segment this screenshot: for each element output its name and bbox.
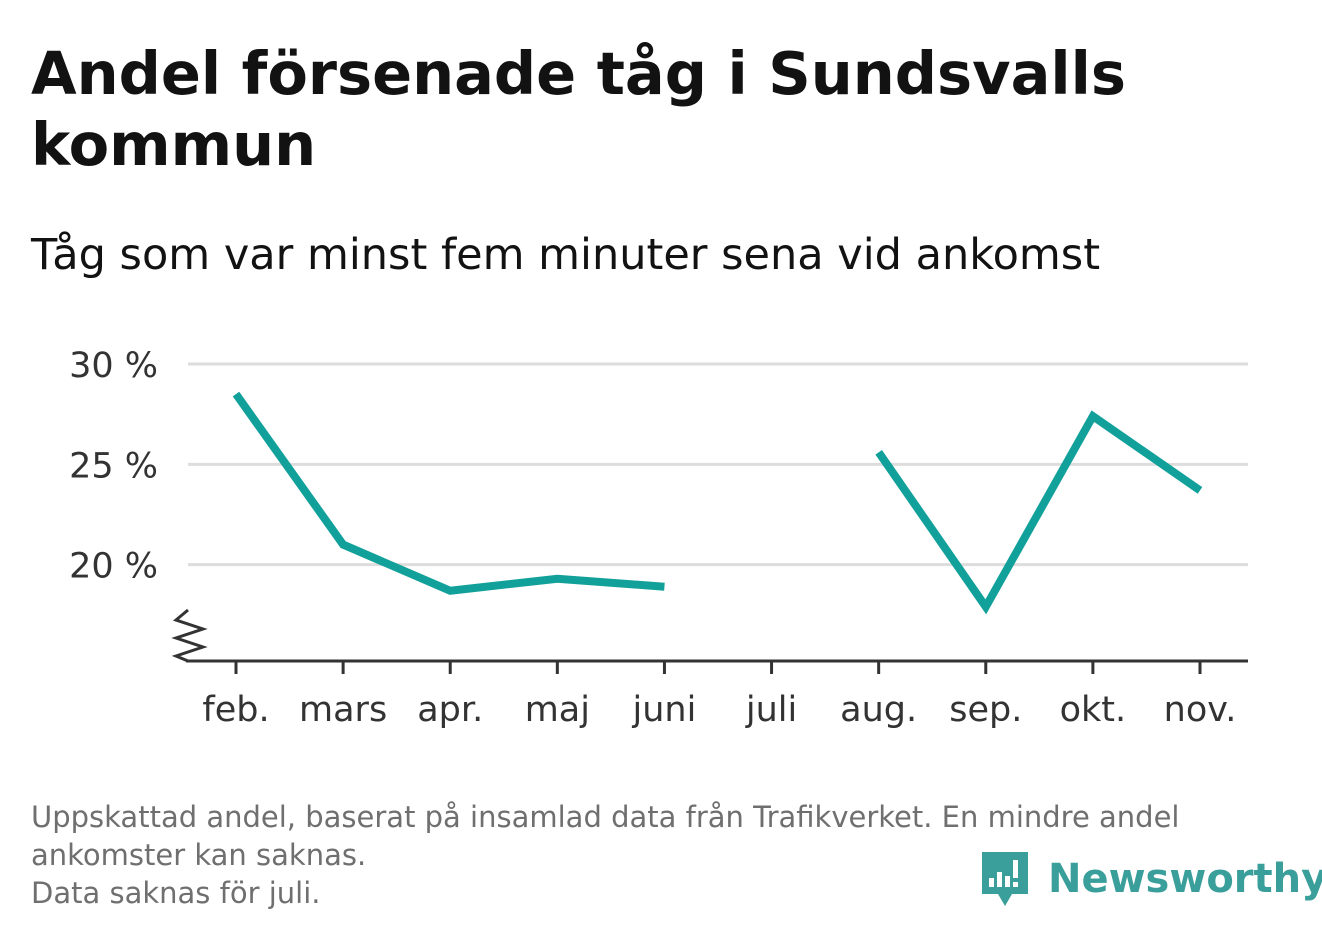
x-tick-label: okt.	[1060, 690, 1127, 730]
x-tick-label: feb.	[202, 690, 269, 730]
footnote-line-2: Data saknas för juli.	[31, 876, 321, 910]
y-tick-label: 30 %	[69, 346, 158, 386]
series-line	[875, 410, 1203, 615]
chart-subtitle: Tåg som var minst fem minuter sena vid a…	[31, 230, 1101, 280]
newsworthy-logo-icon	[982, 852, 1028, 906]
footnote-line-1: Uppskattad andel, baserat på insamlad da…	[31, 800, 1180, 872]
gridlines	[188, 362, 1248, 567]
brand-logo: Newsworthy	[980, 848, 1322, 910]
series	[232, 391, 1203, 615]
y-tick-label: 25 %	[69, 446, 158, 486]
x-tick-label: sep.	[949, 690, 1022, 730]
x-tick-label: juli	[745, 690, 797, 730]
series-line	[232, 391, 665, 595]
brand-name: Newsworthy	[1048, 856, 1322, 902]
x-tick-label: apr.	[417, 690, 483, 730]
x-axis-ticks: feb. mars apr. maj juni juli aug. sep. okt. nov.	[202, 661, 1236, 730]
chart-title: Andel försenade tåg i Sundsvalls kommun	[31, 39, 1126, 179]
x-tick-label: aug.	[840, 690, 917, 730]
footnote: Uppskattad andel, baserat på insamlad da…	[31, 798, 1281, 912]
y-tick-label: 20 %	[69, 547, 158, 587]
x-tick-label: nov.	[1164, 690, 1237, 730]
line-chart: 20 % 25 % 30 % feb. mars apr. maj juni juli aug.…	[69, 346, 1248, 730]
x-tick-label: maj	[525, 690, 590, 730]
x-axis	[171, 608, 1248, 663]
x-tick-label: juni	[632, 690, 697, 730]
y-axis-ticks: 20 % 25 % 30 %	[69, 346, 158, 587]
y-axis-break-icon	[171, 608, 208, 663]
x-tick-label: mars	[299, 690, 387, 730]
